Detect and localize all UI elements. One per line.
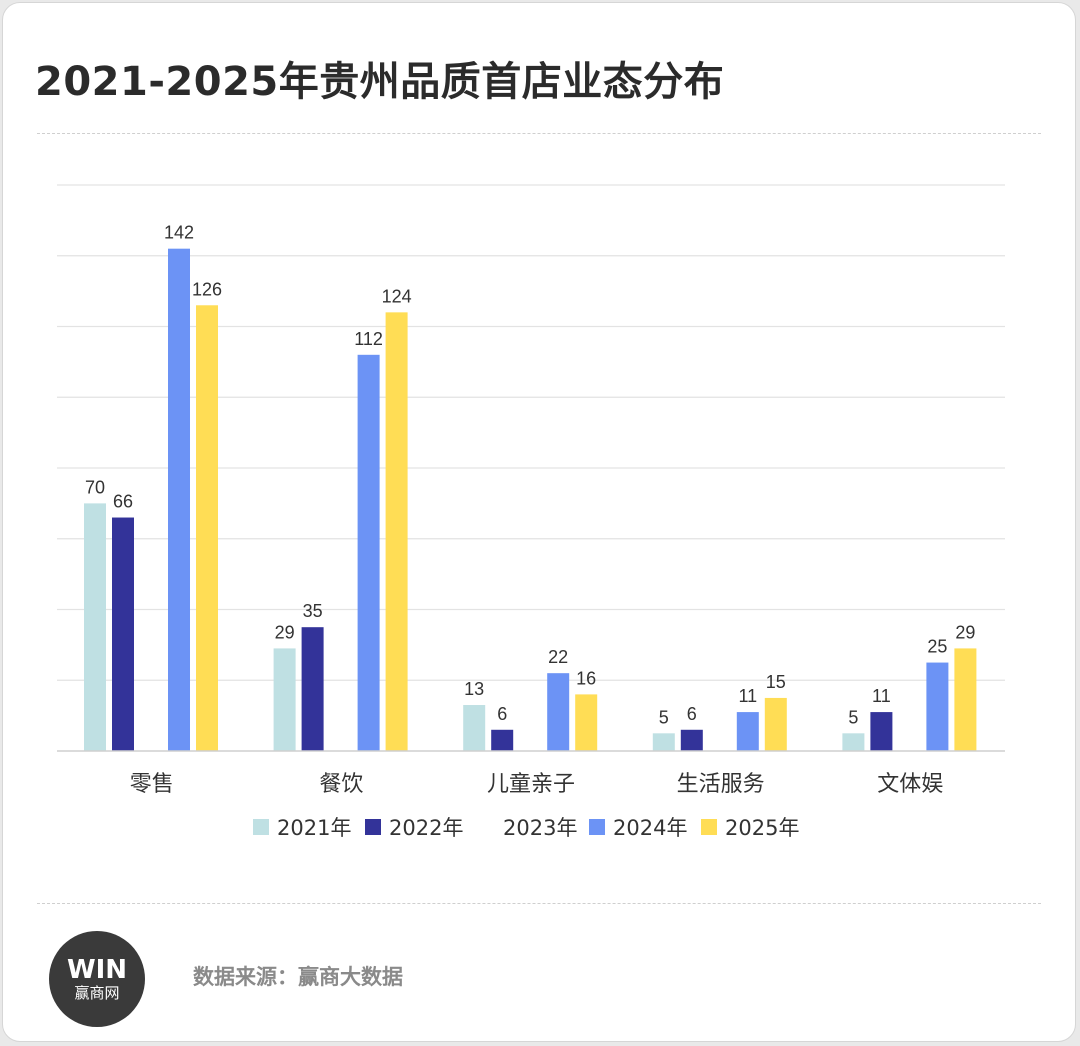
bar-2021-1: [273, 648, 296, 751]
category-label: 餐饮: [319, 772, 363, 797]
data-label: 25: [927, 637, 947, 657]
bar-2025-1: [385, 312, 408, 751]
category-label: 文体娱: [877, 772, 943, 797]
legend-swatch: [365, 819, 381, 835]
bar-2024-3: [736, 712, 759, 751]
bar-2022-2: [491, 729, 514, 751]
chart-title: 2021-2025年贵州品质首店业态分布: [35, 59, 725, 105]
data-label: 16: [576, 668, 596, 688]
data-label: 5: [848, 707, 858, 727]
legend-label: 2022年: [389, 816, 463, 840]
data-label: 35: [303, 601, 323, 621]
bar-2022-4: [870, 712, 893, 751]
data-label: 29: [275, 622, 295, 642]
data-label: 29: [955, 622, 975, 642]
legend-label: 2023年: [503, 816, 577, 840]
data-label: 22: [548, 647, 568, 667]
legend-swatch: [253, 819, 269, 835]
legend-label: 2024年: [613, 816, 687, 840]
top-divider: [37, 133, 1041, 134]
data-label: 112: [354, 329, 383, 349]
data-label: 6: [497, 704, 507, 724]
data-source: 数据来源：赢商大数据: [193, 965, 403, 989]
bar-2021-0: [84, 503, 106, 751]
data-label: 66: [113, 492, 133, 512]
data-label: 11: [738, 686, 757, 706]
legend-swatch: [701, 819, 717, 835]
bar-2024-4: [926, 662, 949, 751]
bar-2022-3: [680, 729, 703, 751]
data-label: 6: [687, 704, 697, 724]
winshang-logo: WIN 赢商网: [49, 931, 145, 1027]
legend-swatch: [479, 819, 495, 835]
bar-2025-0: [196, 305, 218, 751]
data-label: 15: [766, 672, 786, 692]
data-label: 142: [164, 223, 194, 243]
bar-2022-0: [112, 517, 134, 751]
bar-2021-2: [463, 705, 486, 751]
data-label: 126: [192, 279, 222, 299]
data-label: 5: [659, 707, 669, 727]
data-label: 11: [872, 686, 891, 706]
bar-2025-2: [575, 694, 598, 751]
bar-2024-0: [168, 248, 190, 752]
bar-2021-4: [842, 733, 865, 751]
data-label: 124: [382, 286, 412, 306]
bar-2025-3: [764, 697, 787, 751]
legend-swatch: [589, 819, 605, 835]
legend-label: 2025年: [725, 816, 799, 840]
bottom-divider: [37, 903, 1041, 904]
category-label: 生活服务: [677, 772, 765, 797]
category-label: 儿童亲子: [487, 772, 575, 797]
bar-2024-1: [357, 354, 380, 751]
bar-2022-1: [301, 627, 324, 751]
bar-2024-2: [547, 673, 570, 751]
bar-2025-4: [954, 648, 977, 751]
bar-2021-3: [652, 733, 675, 751]
data-label: 70: [85, 477, 105, 497]
logo-name: 赢商网: [74, 984, 120, 1002]
category-label: 零售: [130, 772, 174, 797]
data-label: 13: [464, 679, 484, 699]
legend-label: 2021年: [277, 816, 351, 840]
logo-mark: WIN: [66, 955, 128, 985]
